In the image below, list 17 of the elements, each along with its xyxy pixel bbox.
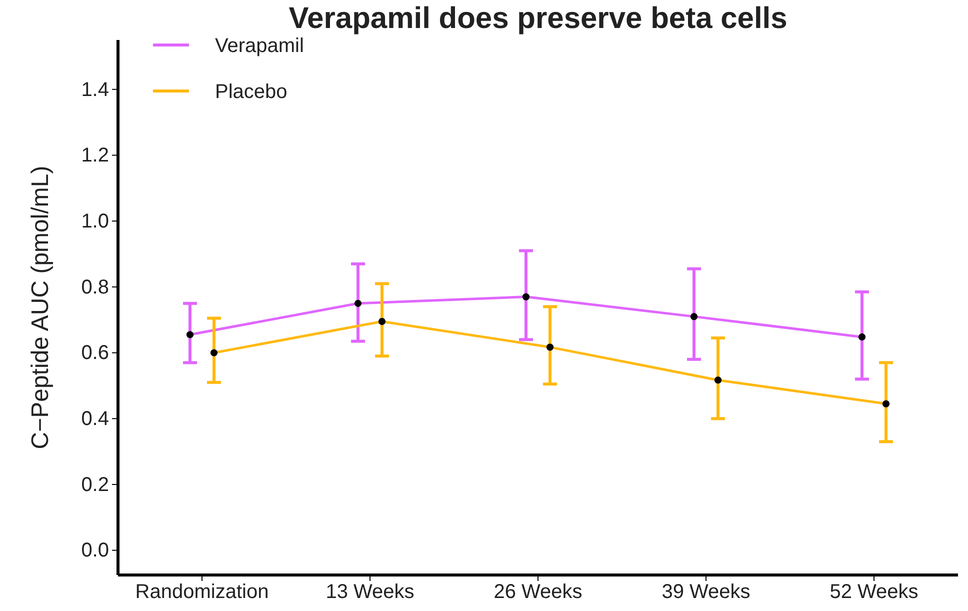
x-tick-label: Randomization (135, 581, 269, 604)
y-tick-label: 0.0 (81, 540, 109, 562)
x-tick-label: 13 Weeks (326, 581, 414, 604)
chart-title: Verapamil does preserve beta cells (288, 2, 788, 35)
y-tick-label: 0.6 (81, 342, 109, 364)
y-tick-label: 0.2 (81, 474, 109, 496)
x-tick-label: 52 Weeks (830, 581, 918, 604)
legend-label: Placebo (215, 81, 288, 103)
y-tick-label: 1.0 (81, 210, 109, 232)
x-tick-label: 39 Weeks (662, 581, 750, 604)
y-tick-label: 0.4 (81, 408, 109, 430)
y-tick-label: 0.8 (81, 276, 109, 298)
y-tick-label: 1.2 (81, 144, 109, 167)
y-axis-title: C−Peptide AUC (pmol/mL) (27, 166, 54, 450)
legend-label: Verapamil (215, 35, 304, 57)
x-tick-label: 26 Weeks (494, 581, 582, 604)
y-tick-label: 1.4 (81, 78, 109, 101)
